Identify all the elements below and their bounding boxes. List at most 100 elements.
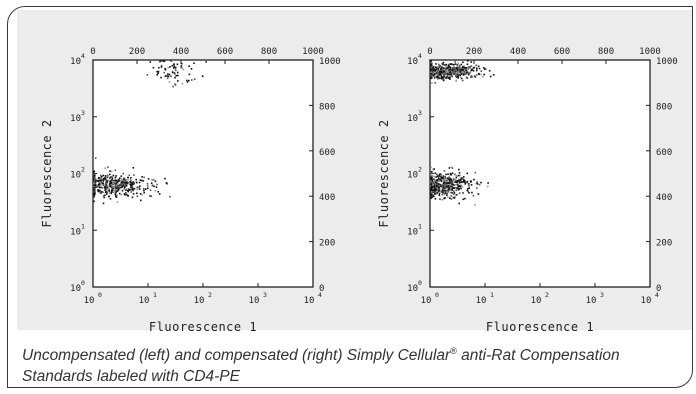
p1-event-dot	[445, 66, 447, 69]
p0-event-dot	[114, 178, 117, 180]
p1-event-dot	[436, 71, 438, 74]
p0-event-dot	[111, 170, 113, 173]
p0-event-dot	[167, 73, 169, 75]
p1-event-dot	[461, 67, 463, 69]
p1-event-dot	[470, 65, 473, 67]
p1-event-dot	[455, 67, 457, 70]
p0-event-dot	[121, 178, 123, 180]
p1-event-dot	[463, 179, 466, 182]
p0-event-dot	[174, 82, 176, 85]
p0-y-lin-tick-label: 400	[319, 193, 335, 203]
p1-x-lin-tick-label: 200	[466, 47, 482, 57]
p1-event-dot	[452, 63, 455, 66]
p0-event-dot	[108, 192, 111, 194]
p0-event-dot	[143, 187, 145, 190]
p0-event-dot	[188, 73, 191, 76]
p1-event-dot	[456, 180, 459, 182]
p0-event-dot	[110, 176, 112, 178]
p1-x-lin-tick-label: 1000	[639, 47, 661, 57]
p1-event-dot	[440, 184, 443, 187]
p0-event-dot	[99, 191, 102, 194]
p0-event-dot	[109, 182, 112, 185]
p0-event-dot	[122, 181, 124, 183]
p1-event-dot	[436, 174, 439, 176]
p0-x-lin-tick-label: 0	[90, 47, 95, 57]
p1-event-dot	[446, 186, 448, 188]
p0-event-dot	[105, 185, 107, 187]
p1-y-log-tick-label: 10	[407, 171, 418, 181]
p1-event-dot	[443, 64, 446, 67]
p1-event-dot	[442, 77, 445, 79]
p1-event-dot	[430, 197, 433, 199]
p1-event-dot	[480, 181, 482, 184]
p0-event-dot	[133, 174, 135, 176]
p1-event-dot	[466, 180, 469, 183]
p0-event-dot	[104, 177, 106, 179]
p1-event-dot	[445, 72, 448, 74]
p0-y-log-tick-exp: 2	[81, 166, 85, 174]
p1-event-dot	[448, 76, 451, 79]
p0-event-dot	[130, 184, 132, 187]
p1-event-dot	[488, 70, 491, 72]
p1-event-dot	[433, 71, 435, 73]
p0-event-dot	[97, 186, 99, 188]
p1-events	[430, 60, 495, 206]
p1-event-dot	[431, 187, 433, 189]
p1-event-dot	[457, 72, 460, 75]
p1-event-dot	[430, 67, 433, 69]
p0-event-dot	[97, 183, 100, 186]
p0-event-dot	[125, 189, 127, 191]
p0-y-log-tick-exp: 4	[81, 52, 85, 60]
p1-event-dot	[439, 72, 442, 74]
p0-y-lin-tick-label: 0	[319, 284, 324, 294]
p1-event-dot	[438, 186, 440, 189]
p1-event-dot	[470, 75, 472, 78]
p0-event-dot	[114, 179, 117, 182]
p0-event-dot	[114, 169, 117, 172]
p1-event-dot	[441, 186, 443, 189]
p1-event-dot	[435, 189, 437, 191]
p0-event-dot	[201, 75, 204, 77]
p1-event-dot	[450, 71, 453, 74]
p1-y-log-tick-label: 10	[407, 284, 418, 294]
p1-event-dot	[437, 189, 440, 192]
p1-event-dot	[460, 177, 463, 180]
p0-event-dot	[169, 66, 171, 68]
p1-event-dot	[447, 76, 449, 78]
p1-event-dot	[445, 183, 448, 186]
p1-event-dot	[455, 75, 457, 77]
p0-event-dot	[133, 188, 136, 190]
p0-event-dot	[174, 73, 176, 75]
p1-event-dot	[447, 185, 450, 188]
p1-event-dot	[470, 69, 473, 71]
p1-event-dot	[432, 67, 434, 69]
p0-event-dot	[123, 181, 126, 184]
p1-y-axis-label: Fluorescence 2	[377, 119, 391, 227]
p0-event-dot	[174, 68, 177, 70]
p0-event-dot	[115, 175, 117, 177]
p0-event-dot	[122, 172, 124, 175]
p0-event-dot	[114, 192, 117, 194]
p1-event-dot	[446, 67, 449, 69]
p1-event-dot	[450, 191, 452, 194]
p1-x-log-tick-exp: 2	[545, 291, 549, 299]
p1-event-dot	[430, 166, 432, 169]
p1-event-dot	[451, 69, 453, 71]
p0-event-dot	[140, 199, 142, 202]
p1-event-dot	[430, 171, 433, 173]
p1-event-dot	[468, 66, 471, 68]
p0-event-dot	[171, 71, 174, 74]
p1-event-dot	[467, 190, 469, 193]
p1-event-dot	[458, 71, 460, 74]
p1-event-dot	[457, 184, 459, 186]
p0-event-dot	[97, 189, 99, 191]
p0-event-dot	[116, 184, 119, 187]
p1-event-dot	[430, 67, 432, 70]
p0-event-dot	[111, 189, 114, 192]
p0-event-dot	[146, 185, 149, 187]
p1-event-dot	[441, 69, 444, 71]
p0-event-dot	[167, 75, 170, 78]
p0-event-dot	[139, 185, 141, 187]
p1-event-dot	[449, 71, 452, 74]
p1-event-dot	[446, 178, 449, 180]
